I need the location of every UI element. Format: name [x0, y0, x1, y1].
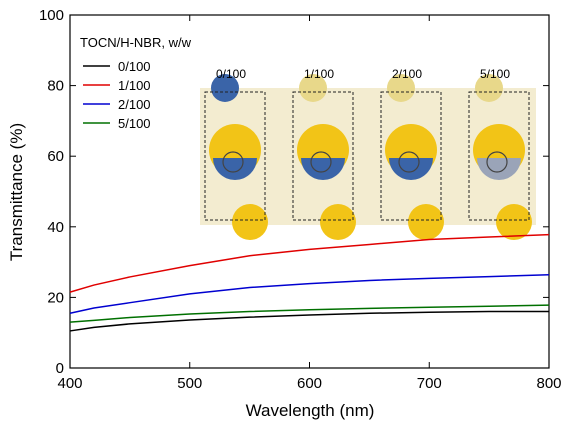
- photo-fan: [320, 204, 356, 240]
- y-tick-label: 60: [47, 148, 64, 165]
- legend-title: TOCN/H-NBR, w/w: [80, 35, 192, 50]
- legend-label: 5/100: [118, 116, 151, 131]
- photo-fan: [232, 204, 268, 240]
- legend-label: 2/100: [118, 97, 151, 112]
- x-tick-label: 800: [536, 375, 561, 392]
- series-line: [70, 305, 549, 322]
- photo-fan: [408, 204, 444, 240]
- x-tick-label: 400: [57, 375, 82, 392]
- inset-label: 0/100: [216, 67, 246, 81]
- chart: 0/100 1/100 2/100 5/100 Wavelength (nm) Tra…: [0, 0, 567, 426]
- inset-label: 1/100: [304, 67, 334, 81]
- y-tick-label: 20: [47, 289, 64, 306]
- series-line: [70, 312, 549, 331]
- x-tick-label: 500: [177, 375, 202, 392]
- page: 0/100 1/100 2/100 5/100 Wavelength (nm) Tra…: [0, 0, 567, 431]
- inset-label: 2/100: [392, 67, 422, 81]
- inset-label: 5/100: [480, 67, 510, 81]
- x-axis-label: Wavelength (nm): [246, 401, 375, 420]
- y-tick-label: 80: [47, 78, 64, 95]
- x-tick-label: 700: [417, 375, 442, 392]
- legend-label: 1/100: [118, 78, 151, 93]
- y-tick-label: 100: [39, 7, 64, 24]
- series-line: [70, 275, 549, 313]
- inset-photo: 0/100 1/100 2/100 5/100: [200, 67, 536, 240]
- x-tick-label: 600: [297, 375, 322, 392]
- legend-label: 0/100: [118, 59, 151, 74]
- y-tick-label: 40: [47, 219, 64, 236]
- y-axis-label: Transmittance (%): [7, 123, 26, 261]
- photo-fan: [496, 204, 532, 240]
